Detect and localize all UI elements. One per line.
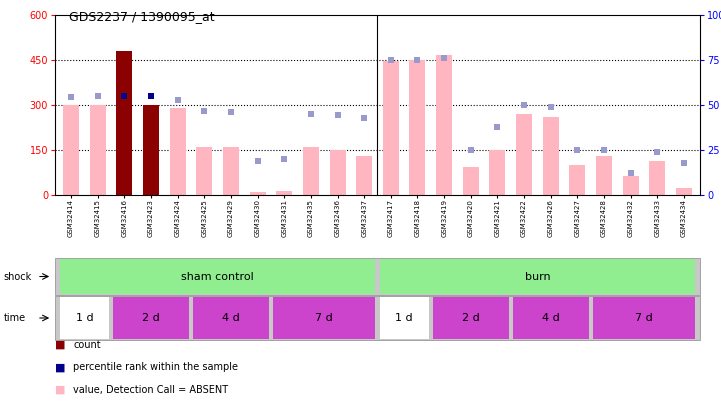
- Bar: [223, 147, 239, 195]
- Text: 1 d: 1 d: [76, 313, 93, 323]
- Text: 4 d: 4 d: [222, 313, 240, 323]
- Bar: [303, 147, 319, 195]
- Text: count: count: [73, 340, 101, 350]
- Text: 7 d: 7 d: [635, 313, 653, 323]
- Bar: [329, 150, 345, 195]
- Bar: [463, 166, 479, 195]
- Text: burn: burn: [525, 271, 550, 281]
- Text: time: time: [4, 313, 26, 323]
- Text: shock: shock: [4, 271, 32, 281]
- Bar: [356, 156, 372, 195]
- Bar: [410, 60, 425, 195]
- Text: sham control: sham control: [181, 271, 254, 281]
- Bar: [63, 105, 79, 195]
- Bar: [436, 55, 452, 195]
- Text: ■: ■: [55, 385, 66, 394]
- Text: 1 d: 1 d: [395, 313, 413, 323]
- Bar: [383, 62, 399, 195]
- Bar: [596, 156, 612, 195]
- Bar: [490, 150, 505, 195]
- Bar: [276, 190, 292, 195]
- Bar: [196, 147, 212, 195]
- Bar: [169, 108, 185, 195]
- Bar: [543, 117, 559, 195]
- Text: value, Detection Call = ABSENT: value, Detection Call = ABSENT: [73, 385, 228, 394]
- Text: 2 d: 2 d: [142, 313, 160, 323]
- Text: 4 d: 4 d: [542, 313, 559, 323]
- Bar: [143, 105, 159, 195]
- Text: GDS2237 / 1390095_at: GDS2237 / 1390095_at: [69, 10, 215, 23]
- Text: 7 d: 7 d: [315, 313, 333, 323]
- Bar: [650, 160, 665, 195]
- Bar: [623, 175, 639, 195]
- Bar: [249, 192, 265, 195]
- Text: ■: ■: [55, 362, 66, 372]
- Bar: [89, 105, 106, 195]
- Text: 2 d: 2 d: [462, 313, 479, 323]
- Text: ■: ■: [55, 340, 66, 350]
- Text: percentile rank within the sample: percentile rank within the sample: [73, 362, 238, 372]
- Bar: [116, 51, 132, 195]
- Bar: [570, 165, 585, 195]
- Bar: [676, 188, 692, 195]
- Bar: [516, 114, 532, 195]
